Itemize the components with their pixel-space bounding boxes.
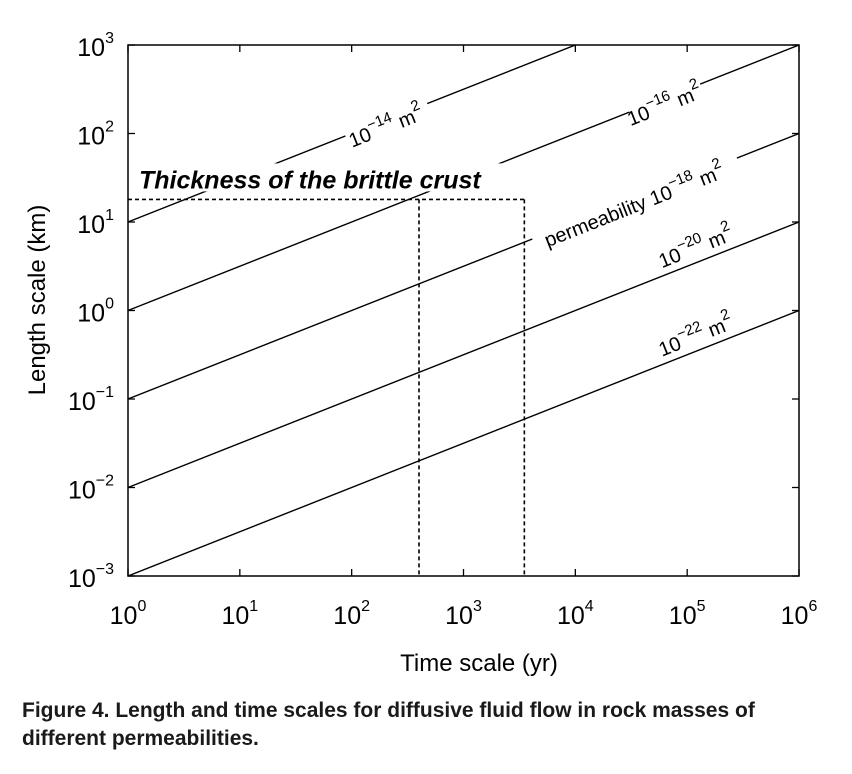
x-axis-label: Time scale (yr) [400, 650, 558, 677]
y-tick-label: 103 [77, 30, 114, 62]
x-tick-label: 102 [333, 598, 370, 630]
line-label-gap [344, 100, 429, 139]
y-tick-label: 10−2 [68, 473, 114, 505]
y-tick-label: 101 [77, 207, 114, 239]
series-label-group: 10−20 m2 [653, 217, 736, 273]
x-tick-label: 106 [781, 598, 818, 630]
series-label: 10−16 m2 [622, 75, 705, 131]
x-tick-label: 100 [110, 598, 147, 630]
line-label-gap [628, 81, 702, 115]
permeability-chart: 100 101 102 103 104 105 106 10−3 10−2 10−1 100 101 1… [24, 30, 818, 677]
x-tick-label: 104 [557, 598, 594, 630]
series-label: 10−20 m2 [653, 217, 736, 273]
axis-ticks: 100 101 102 103 104 105 106 10−3 10−2 10−1 100 101 1… [68, 30, 818, 630]
y-tick-label: 10−3 [68, 561, 114, 593]
series-label-group: 10−16 m2 [622, 75, 705, 131]
series-label-group: 10−14 m2 [343, 97, 426, 153]
plot-frame [127, 44, 800, 577]
series-label: 10−14 m2 [343, 97, 426, 153]
x-tick-label: 101 [221, 598, 258, 630]
line-label-gap [531, 155, 738, 242]
permeability-line-minus-20 [128, 221, 799, 489]
permeability-line-minus-22 [128, 309, 799, 576]
y-tick-label: 10−1 [68, 384, 114, 416]
y-tick-label: 102 [77, 119, 114, 151]
series-label: 10−22 m2 [653, 306, 736, 362]
series-label-group: 10−22 m2 [653, 306, 736, 362]
crust-label: Thickness of the brittle crust [139, 166, 482, 194]
y-axis-label: Length scale (km) [24, 205, 51, 396]
x-tick-label: 103 [445, 598, 482, 630]
figure-caption: Figure 4. Length and time scales for dif… [22, 699, 755, 750]
x-tick-label: 105 [669, 598, 706, 630]
y-tick-label: 100 [77, 296, 114, 328]
crust-annotation: Thickness of the brittle crust [128, 163, 526, 576]
crust-label-bg [138, 163, 524, 192]
